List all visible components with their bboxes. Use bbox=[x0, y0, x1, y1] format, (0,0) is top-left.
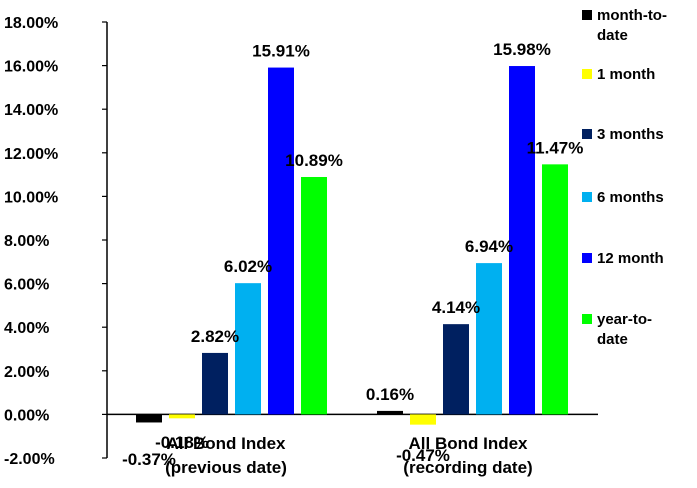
bars bbox=[136, 66, 568, 425]
bar bbox=[202, 352, 228, 415]
data-label: 10.89% bbox=[285, 151, 343, 170]
bar bbox=[377, 410, 403, 415]
y-tick-label: 8.00% bbox=[4, 233, 49, 250]
data-label: 15.98% bbox=[493, 40, 551, 59]
legend-swatch bbox=[582, 129, 592, 139]
bar bbox=[235, 283, 261, 415]
y-tick-label: 16.00% bbox=[4, 59, 58, 76]
bar bbox=[509, 66, 535, 415]
legend-swatch bbox=[582, 192, 592, 202]
data-labels: -0.37% 0.16% -0.18% -0.47% 2.82% 4.14% 6.02% 6.… bbox=[122, 40, 583, 469]
data-label: -0.18% bbox=[155, 433, 209, 452]
category-label: All Bond Index bbox=[167, 434, 287, 453]
bar bbox=[542, 164, 568, 415]
data-label: -0.47% bbox=[396, 446, 450, 465]
category-label: All Bond Index bbox=[409, 434, 529, 453]
legend-label: 6 months bbox=[597, 189, 664, 206]
legend-label: year-to- bbox=[597, 311, 652, 328]
data-label: 6.94% bbox=[465, 237, 513, 256]
legend-label: date bbox=[597, 27, 628, 44]
bar bbox=[476, 263, 502, 415]
legend-swatch bbox=[582, 314, 592, 324]
axes: -2.00% 0.00% 2.00% 4.00% 6.00% 8.00% 10.00% 12.… bbox=[4, 15, 598, 477]
y-tick-label: 0.00% bbox=[4, 407, 49, 424]
data-label: 2.82% bbox=[191, 327, 239, 346]
y-tick-label: 6.00% bbox=[4, 277, 49, 294]
y-tick-label: 18.00% bbox=[4, 15, 58, 32]
bar bbox=[169, 414, 195, 419]
legend: month-to-date 1 month 3 months 6 months 12 m… bbox=[582, 7, 667, 348]
data-label: 6.02% bbox=[224, 257, 272, 276]
legend-swatch bbox=[582, 10, 592, 20]
legend-label: month-to- bbox=[597, 7, 667, 24]
bar bbox=[443, 324, 469, 415]
bar bbox=[301, 176, 327, 415]
bar bbox=[410, 414, 436, 425]
y-tick-label: 12.00% bbox=[4, 146, 58, 163]
legend-swatch bbox=[582, 253, 592, 263]
data-label: -0.37% bbox=[122, 450, 176, 469]
data-label: 0.16% bbox=[366, 385, 414, 404]
y-tick-label: -2.00% bbox=[4, 451, 55, 468]
y-tick-label: 4.00% bbox=[4, 320, 49, 337]
data-label: 11.47% bbox=[527, 138, 584, 157]
legend-label: date bbox=[597, 331, 628, 348]
legend-swatch bbox=[582, 69, 592, 79]
legend-label: 12 month bbox=[597, 250, 664, 267]
bar bbox=[136, 414, 162, 423]
y-tick-label: 2.00% bbox=[4, 364, 49, 381]
y-tick-label: 14.00% bbox=[4, 102, 58, 119]
legend-label: 3 months bbox=[597, 126, 664, 143]
bar bbox=[268, 67, 294, 415]
data-label: 15.91% bbox=[252, 42, 310, 61]
legend-label: 1 month bbox=[597, 66, 655, 83]
data-label: 4.14% bbox=[432, 298, 480, 317]
y-tick-label: 10.00% bbox=[4, 189, 58, 206]
category-label: (previous date) bbox=[165, 458, 287, 477]
category-label: (recording date) bbox=[403, 458, 532, 477]
